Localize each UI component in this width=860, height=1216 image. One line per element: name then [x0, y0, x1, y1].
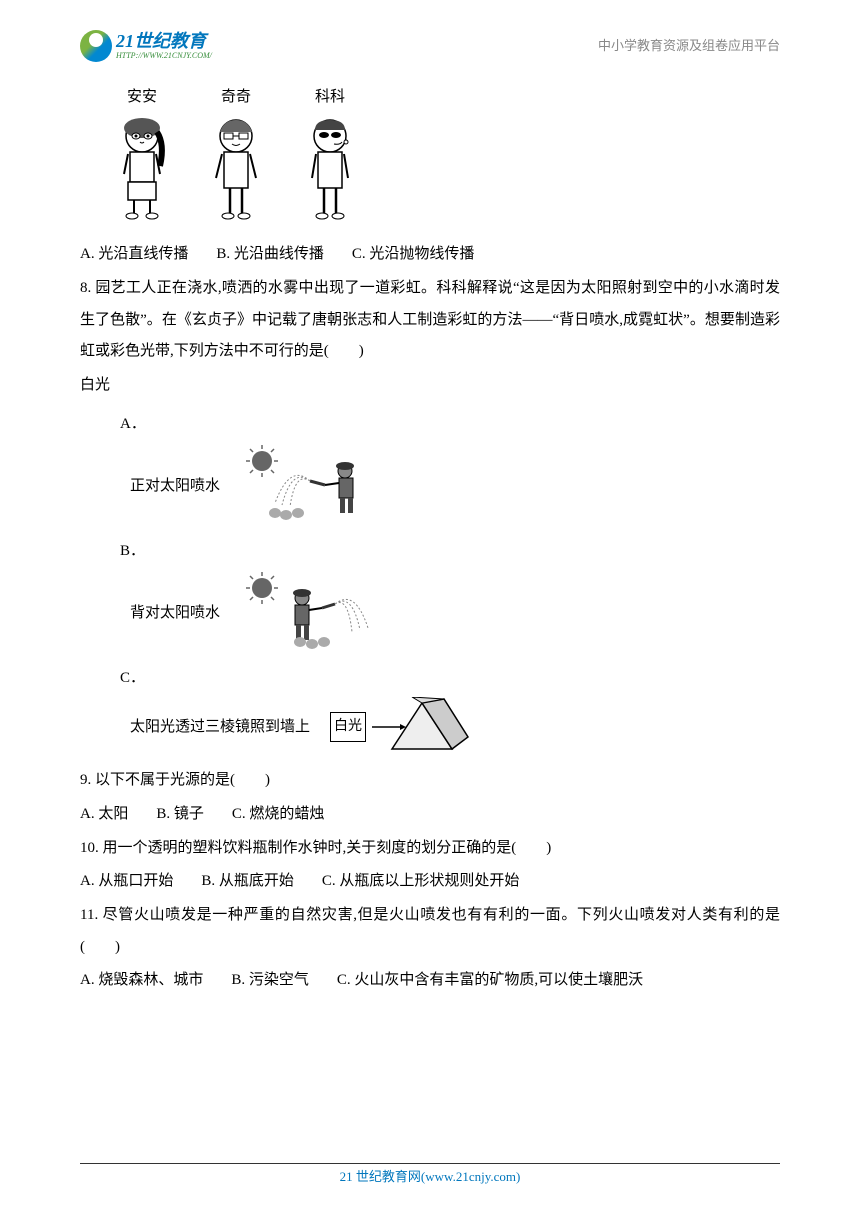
q9-options: A. 太阳 B. 镜子 C. 燃烧的蜡烛 — [80, 799, 780, 829]
logo-icon — [80, 30, 112, 62]
option-content: 背对太阳喷水 — [130, 570, 780, 655]
logo-title: 21世纪教育 — [116, 32, 212, 52]
character-icon — [204, 114, 268, 224]
spray-toward-sun-icon — [240, 443, 380, 528]
option-text: 太阳光透过三棱镜照到墙上 — [130, 712, 310, 742]
option-text: 背对太阳喷水 — [130, 598, 220, 628]
q10-options: A. 从瓶口开始 B. 从瓶底开始 C. 从瓶底以上形状规则处开始 — [80, 866, 780, 896]
char-label: 科科 — [315, 82, 345, 112]
character-icon — [110, 114, 174, 224]
q7-options: A. 光沿直线传播 B. 光沿曲线传播 C. 光沿抛物线传播 — [80, 239, 780, 269]
option-b: B. 污染空气 — [231, 965, 309, 995]
option-b: B. 光沿曲线传播 — [216, 239, 324, 269]
option-b: B. 镜子 — [156, 799, 204, 829]
option-b: B. 从瓶底开始 — [201, 866, 294, 896]
option-text: 正对太阳喷水 — [130, 471, 220, 501]
q8-whitelight: 白光 — [80, 370, 780, 402]
option-letter: A． — [120, 409, 780, 439]
char-label: 奇奇 — [221, 82, 251, 112]
option-a: A. 光沿直线传播 — [80, 239, 188, 269]
q11-options: A. 烧毁森林、城市 B. 污染空气 C. 火山灰中含有丰富的矿物质,可以使土壤… — [80, 965, 780, 995]
q8-option-a: A． 正对太阳喷水 — [120, 409, 780, 528]
page-header: 21世纪教育 HTTP://WWW.21CNJY.COM/ 中小学教育资源及组卷… — [80, 30, 780, 62]
option-content: 太阳光透过三棱镜照到墙上 白光 — [130, 697, 780, 757]
character-row: 安安 奇奇 — [110, 82, 780, 224]
character-icon — [298, 114, 362, 224]
prism-wrap: 白光 — [330, 697, 472, 757]
page-footer: 21 世纪教育网(www.21cnjy.com) — [0, 1164, 860, 1190]
option-c: C. 燃烧的蜡烛 — [232, 799, 325, 829]
character-anan: 安安 — [110, 82, 174, 224]
option-c: C. 光沿抛物线传播 — [352, 239, 475, 269]
header-subtitle: 中小学教育资源及组卷应用平台 — [598, 33, 780, 59]
q8-stem: 8. 园艺工人正在浇水,喷洒的水雾中出现了一道彩虹。科科解释说“这是因为太阳照射… — [80, 273, 780, 368]
prism-white-light-label: 白光 — [330, 712, 366, 742]
option-content: 正对太阳喷水 — [130, 443, 780, 528]
option-letter: B． — [120, 536, 780, 566]
option-a: A. 从瓶口开始 — [80, 866, 173, 896]
q8-option-c: C． 太阳光透过三棱镜照到墙上 白光 — [120, 663, 780, 757]
q8-option-b: B． 背对太阳喷水 — [120, 536, 780, 655]
option-a: A. 烧毁森林、城市 — [80, 965, 203, 995]
q11-stem: 11. 尽管火山喷发是一种严重的自然灾害,但是火山喷发也有有利的一面。下列火山喷… — [80, 900, 780, 963]
option-a: A. 太阳 — [80, 799, 128, 829]
char-label: 安安 — [127, 82, 157, 112]
option-letter: C． — [120, 663, 780, 693]
logo-text-wrap: 21世纪教育 HTTP://WWW.21CNJY.COM/ — [116, 32, 212, 61]
character-keke: 科科 — [298, 82, 362, 224]
q10-stem: 10. 用一个透明的塑料饮料瓶制作水钟时,关于刻度的划分正确的是( ) — [80, 833, 780, 865]
logo-url: HTTP://WWW.21CNJY.COM/ — [116, 52, 212, 61]
site-logo: 21世纪教育 HTTP://WWW.21CNJY.COM/ — [80, 30, 212, 62]
option-c: C. 火山灰中含有丰富的矿物质,可以使土壤肥沃 — [337, 965, 643, 995]
character-qiqi: 奇奇 — [204, 82, 268, 224]
q9-stem: 9. 以下不属于光源的是( ) — [80, 765, 780, 797]
prism-icon — [372, 697, 472, 757]
spray-away-sun-icon — [240, 570, 380, 655]
option-c: C. 从瓶底以上形状规则处开始 — [322, 866, 520, 896]
